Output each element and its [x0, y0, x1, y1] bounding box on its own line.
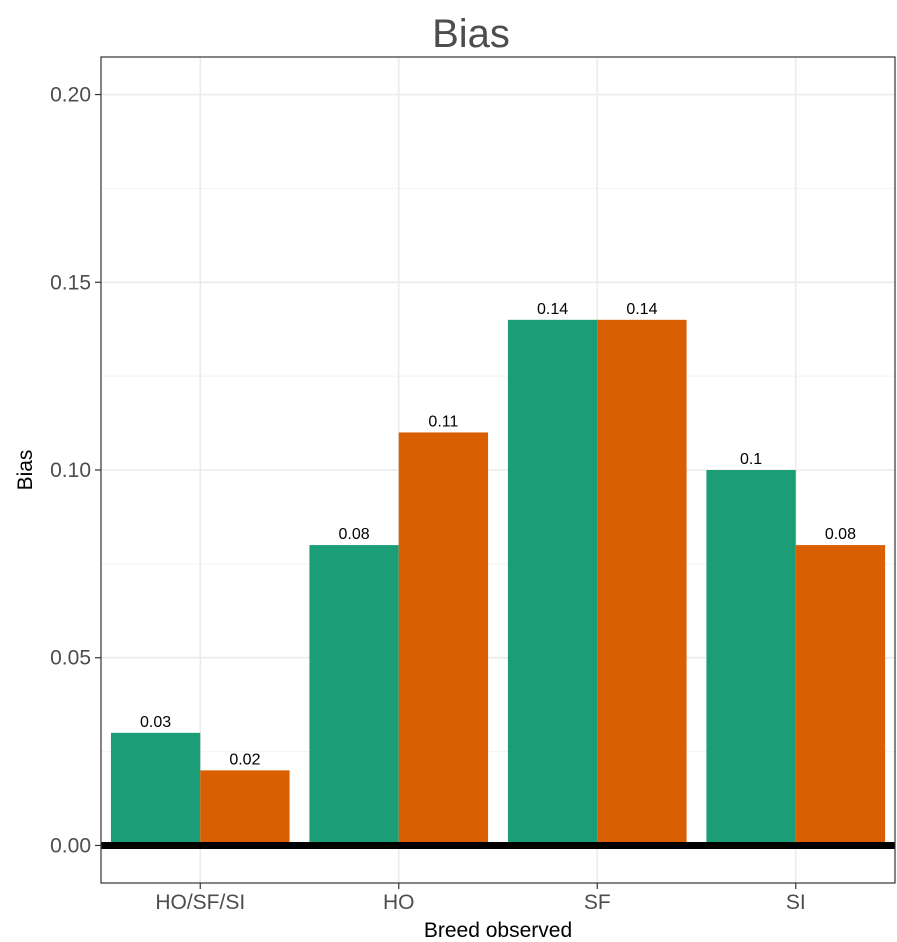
- bar-value-label: 0.08: [825, 526, 856, 543]
- x-tick-label: SI: [786, 891, 806, 914]
- bar: [309, 545, 399, 846]
- bar-value-label: 0.14: [537, 301, 568, 318]
- bar-value-label: 0.08: [339, 526, 370, 543]
- bar-value-label: 0.11: [428, 413, 458, 430]
- x-tick-label: HO: [383, 891, 415, 914]
- x-tick-label: SF: [584, 891, 611, 914]
- bars: [110, 319, 886, 846]
- bar: [597, 319, 687, 846]
- y-axis-title: Bias: [14, 450, 37, 491]
- chart-title: Bias: [432, 12, 510, 56]
- bar: [110, 732, 201, 846]
- y-tick-label: 0.05: [50, 647, 91, 670]
- bar: [507, 319, 598, 846]
- y-tick-label: 0.20: [50, 84, 91, 107]
- bar: [398, 432, 489, 846]
- bar-value-label: 0.02: [229, 751, 260, 768]
- x-axis-title: Breed observed: [424, 919, 572, 942]
- bar-value-label: 0.14: [626, 301, 657, 318]
- y-tick-label: 0.00: [50, 834, 91, 857]
- y-tick-label: 0.10: [50, 459, 91, 482]
- bar: [706, 470, 796, 846]
- bar-value-label: 0.03: [140, 714, 171, 731]
- x-tick-label: HO/SF/SI: [155, 891, 245, 914]
- bar: [795, 545, 886, 846]
- bar-value-label: 0.1: [740, 451, 762, 468]
- bar: [200, 770, 290, 846]
- axes: 0.00 0.05 0.10 0.15 0.20 HO/SF/SI HO SF SI: [50, 84, 806, 914]
- data-labels: 0.03 0.02 0.08 0.11 0.14 0.14 0.1 0.08: [140, 301, 856, 769]
- y-tick-label: 0.15: [50, 271, 91, 294]
